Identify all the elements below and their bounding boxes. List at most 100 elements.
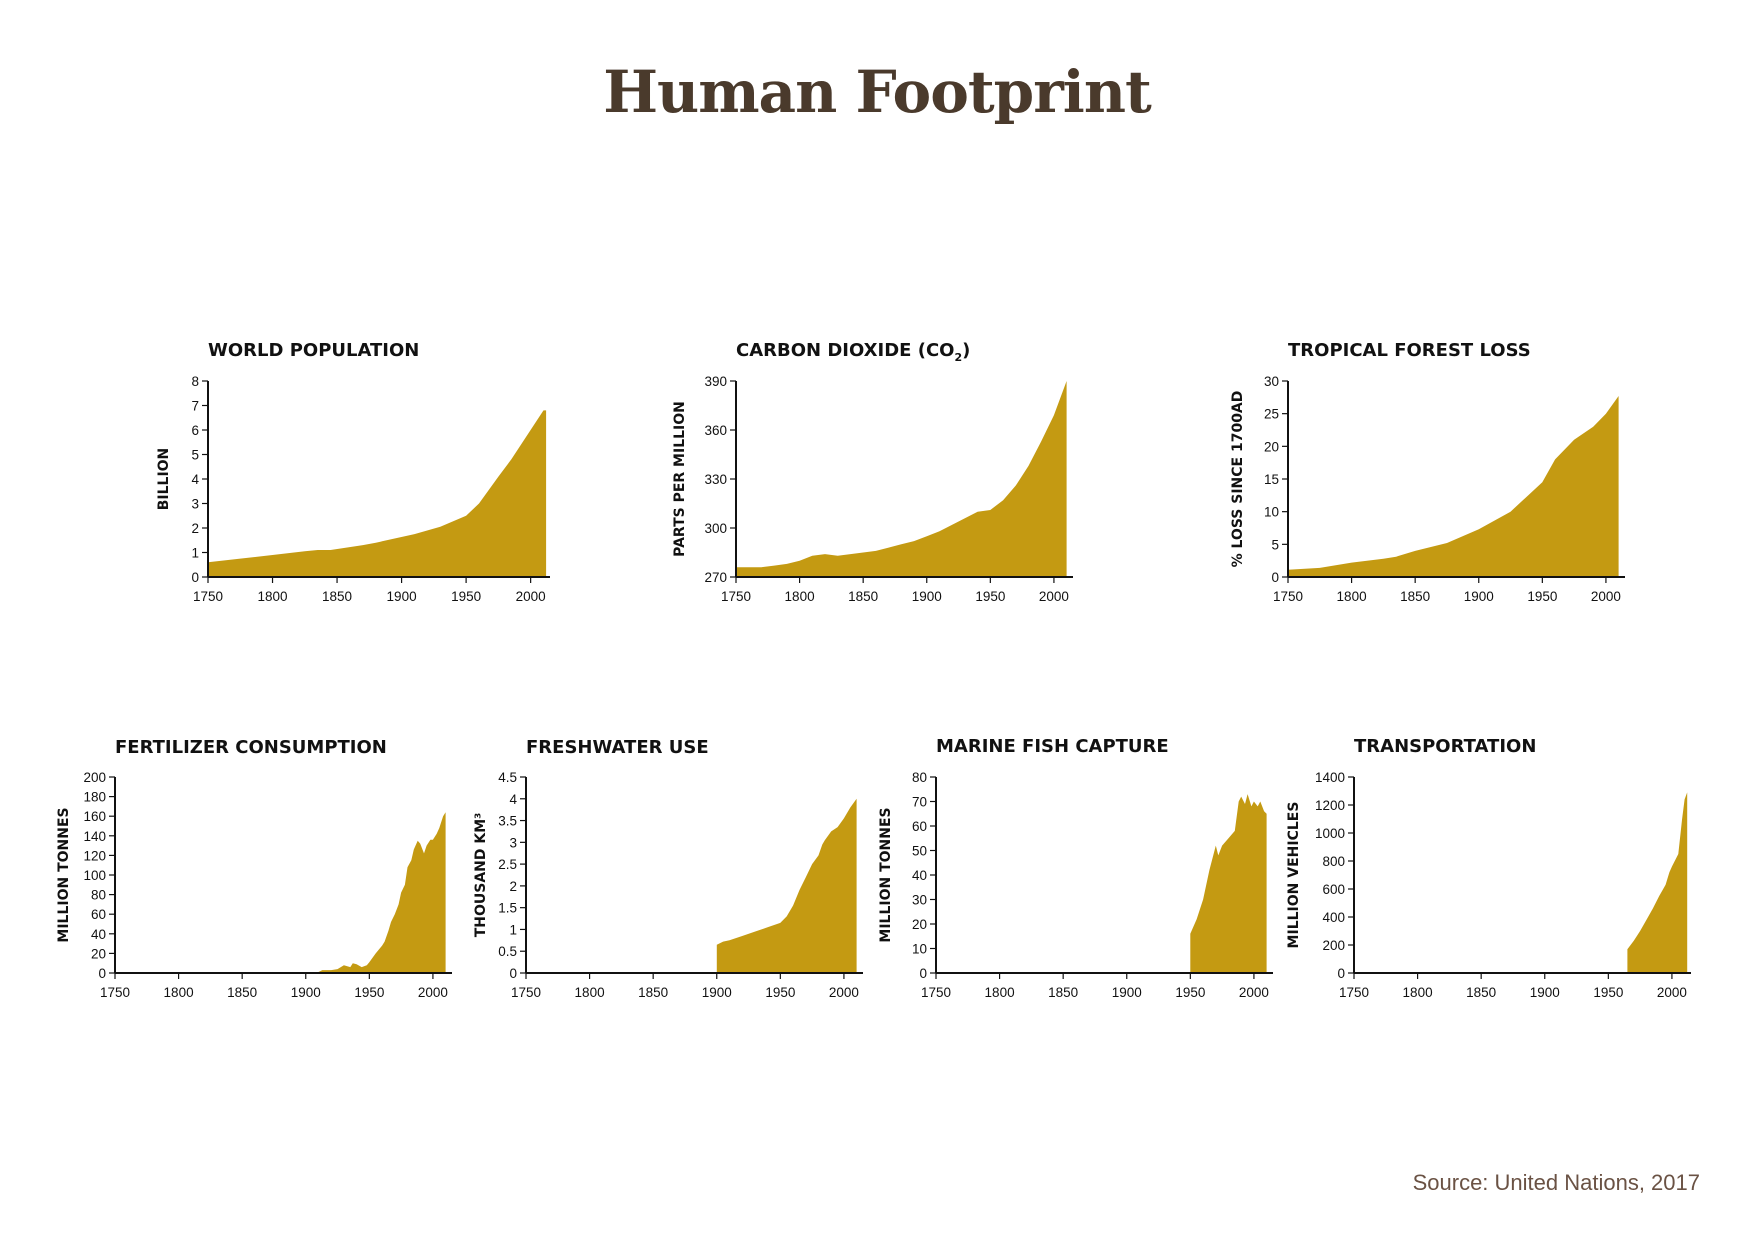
y-tick-label: 20 (91, 946, 106, 961)
x-tick-label: 1900 (387, 589, 417, 604)
area-series (1288, 396, 1619, 577)
chart-4: FERTILIZER CONSUMPTION 0 20 40 60 80 100 120 140… (56, 737, 452, 1000)
y-tick-label: 70 (912, 795, 927, 810)
y-tick-label: 3 (191, 497, 199, 512)
y-tick-label: 0 (919, 966, 927, 981)
y-tick-label: 25 (1264, 407, 1279, 422)
y-tick-label: 0 (1337, 966, 1345, 981)
y-axis-label: MILLION VEHICLES (1286, 802, 1302, 949)
x-tick-label: 1800 (985, 985, 1015, 1000)
chart-7: TRANSPORTATION 0 200 400 600 800 1000 1200 1400 1… (1286, 736, 1691, 1000)
x-tick-label: 1800 (164, 985, 194, 1000)
y-tick-label: 6 (191, 423, 199, 438)
y-tick-label: 10 (1264, 505, 1279, 520)
x-tick-label: 1850 (1400, 589, 1430, 604)
y-axis-label: MILLION TONNES (56, 807, 72, 942)
y-axis-label: % LOSS SINCE 1700AD (1230, 391, 1246, 568)
y-tick-label: 200 (1322, 938, 1345, 953)
x-tick-label: 2000 (1239, 985, 1269, 1000)
y-tick-label: 390 (704, 374, 727, 389)
x-tick-label: 1900 (1112, 985, 1142, 1000)
y-tick-label: 1200 (1315, 798, 1345, 813)
area-series (1190, 794, 1267, 973)
x-tick-label: 1800 (575, 985, 605, 1000)
y-tick-label: 30 (912, 893, 927, 908)
area-series (1627, 792, 1688, 973)
y-tick-label: 300 (704, 521, 727, 536)
x-tick-label: 1950 (765, 985, 795, 1000)
x-tick-label: 1750 (921, 985, 951, 1000)
y-tick-label: 400 (1322, 910, 1345, 925)
chart-title: TRANSPORTATION (1354, 736, 1536, 757)
y-tick-label: 5 (191, 448, 199, 463)
y-tick-label: 40 (912, 868, 927, 883)
x-tick-label: 1800 (1403, 985, 1433, 1000)
x-tick-label: 1950 (451, 589, 481, 604)
y-tick-label: 7 (191, 399, 199, 414)
x-tick-label: 1750 (100, 985, 130, 1000)
y-tick-label: 60 (912, 819, 927, 834)
chart-title: WORLD POPULATION (208, 340, 419, 361)
y-tick-label: 15 (1264, 472, 1279, 487)
x-tick-label: 1900 (291, 985, 321, 1000)
y-tick-label: 20 (1264, 439, 1279, 454)
x-tick-label: 1900 (1464, 589, 1494, 604)
x-tick-label: 1750 (511, 985, 541, 1000)
x-tick-label: 1750 (1273, 589, 1303, 604)
chart-title: FRESHWATER USE (526, 737, 709, 758)
y-tick-label: 160 (83, 809, 106, 824)
y-tick-label: 80 (91, 888, 106, 903)
y-tick-label: 5 (1271, 537, 1279, 552)
x-tick-label: 1950 (1593, 985, 1623, 1000)
y-tick-label: 0.5 (498, 944, 517, 959)
chart-title: MARINE FISH CAPTURE (936, 736, 1169, 757)
x-tick-label: 1850 (322, 589, 352, 604)
y-tick-label: 100 (83, 868, 106, 883)
chart-title: FERTILIZER CONSUMPTION (115, 737, 387, 758)
x-tick-label: 1900 (1530, 985, 1560, 1000)
y-tick-label: 4 (191, 472, 199, 487)
page-title: Human Footprint (603, 58, 1152, 126)
y-tick-label: 4.5 (498, 770, 517, 785)
y-tick-label: 330 (704, 472, 727, 487)
y-tick-label: 20 (912, 917, 927, 932)
y-axis-label: PARTS PER MILLION (672, 401, 688, 557)
y-tick-label: 270 (704, 570, 727, 585)
x-tick-label: 2000 (829, 985, 859, 1000)
y-tick-label: 60 (91, 907, 106, 922)
y-tick-label: 180 (83, 790, 106, 805)
chart-6: MARINE FISH CAPTURE 0 10 20 30 40 50 60 70 80 1750… (878, 736, 1273, 1000)
y-tick-label: 200 (83, 770, 106, 785)
y-tick-label: 140 (83, 829, 106, 844)
x-tick-label: 2000 (418, 985, 448, 1000)
x-tick-label: 1950 (354, 985, 384, 1000)
x-tick-label: 1850 (1466, 985, 1496, 1000)
chart-1: WORLD POPULATION 0 1 2 3 4 5 6 7 8 1750 1800 1850 190… (156, 340, 550, 604)
x-tick-label: 2000 (516, 589, 546, 604)
y-tick-label: 0 (509, 966, 517, 981)
x-tick-label: 1950 (1175, 985, 1205, 1000)
y-tick-label: 600 (1322, 882, 1345, 897)
y-tick-label: 360 (704, 423, 727, 438)
y-tick-label: 0 (98, 966, 106, 981)
x-tick-label: 1900 (912, 589, 942, 604)
y-tick-label: 1 (191, 546, 199, 561)
y-axis-label: BILLION (156, 448, 172, 511)
y-tick-label: 50 (912, 844, 927, 859)
x-tick-label: 2000 (1039, 589, 1069, 604)
area-series (318, 812, 446, 973)
x-tick-label: 1950 (1527, 589, 1557, 604)
y-tick-label: 120 (83, 848, 106, 863)
area-series (208, 410, 547, 577)
x-tick-label: 1900 (702, 985, 732, 1000)
y-tick-label: 2 (509, 879, 517, 894)
x-tick-label: 1950 (975, 589, 1005, 604)
y-tick-label: 2.5 (498, 857, 517, 872)
y-tick-label: 30 (1264, 374, 1279, 389)
area-series (736, 381, 1067, 577)
y-tick-label: 1400 (1315, 770, 1345, 785)
y-tick-label: 1000 (1315, 826, 1345, 841)
y-tick-label: 2 (191, 521, 199, 536)
y-axis-label: MILLION TONNES (878, 807, 894, 942)
